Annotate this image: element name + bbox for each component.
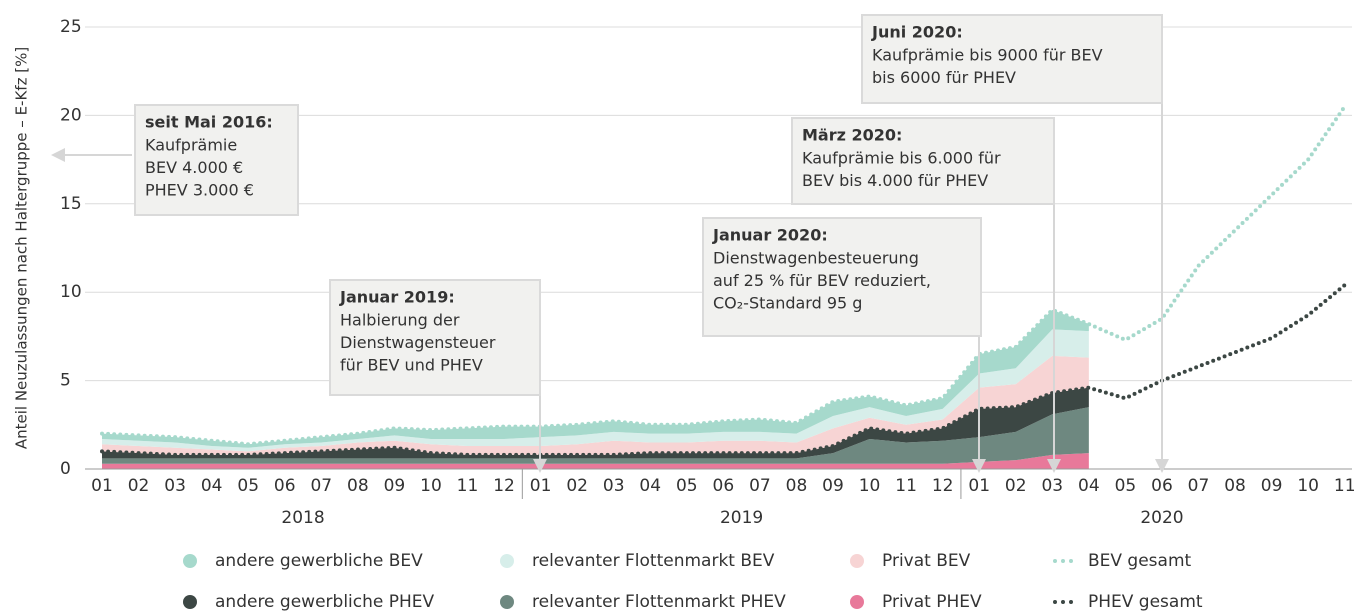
- x-tick-label: 07: [749, 476, 771, 496]
- x-tick-label: 03: [603, 476, 625, 496]
- x-tick-label: 11: [457, 476, 479, 496]
- annotation-text: BEV bis 4.000 für PHEV: [802, 171, 988, 190]
- legend-dot: [1053, 559, 1057, 563]
- y-tick-label: 0: [60, 459, 71, 479]
- x-tick-label: 05: [1115, 476, 1137, 496]
- x-tick-label: 12: [493, 476, 515, 496]
- annotation-text: Kaufprämie bis 9000 für BEV: [872, 46, 1103, 65]
- legend-dot: [1069, 559, 1073, 563]
- x-tick-label: 08: [347, 476, 369, 496]
- x-tick-label: 10: [859, 476, 881, 496]
- x-tick-label: 09: [384, 476, 406, 496]
- annotation-box: [791, 117, 1055, 205]
- annotation-box: [702, 217, 982, 337]
- legend-label: relevanter Flottenmarkt PHEV: [532, 592, 786, 611]
- area: [102, 309, 1089, 448]
- x-tick-label: 05: [676, 476, 698, 496]
- x-tick-label: 06: [274, 476, 296, 496]
- x-tick-label: 09: [822, 476, 844, 496]
- legend-dot: [1053, 600, 1057, 604]
- legend-dot: [1061, 559, 1065, 563]
- annotation-text: bis 6000 für PHEV: [872, 68, 1016, 87]
- area: [102, 355, 1089, 455]
- legend-dot: [1069, 600, 1073, 604]
- annotation-title: März 2020:: [802, 126, 902, 145]
- x-tick-label: 03: [164, 476, 186, 496]
- legend-label: andere gewerbliche PHEV: [215, 592, 435, 611]
- annotation-text: Dienstwagenbesteuerung: [713, 249, 919, 268]
- annotation-text: auf 25 % für BEV reduziert,: [713, 271, 931, 290]
- x-tick-label: 02: [128, 476, 150, 496]
- legend-swatch: [500, 554, 514, 568]
- x-tick-label: 12: [932, 476, 954, 496]
- legend-label: BEV gesamt: [1088, 551, 1192, 571]
- area: [102, 453, 1089, 469]
- annotation-box: [329, 279, 541, 396]
- year-label: 2020: [1140, 508, 1183, 528]
- annotation-text: Dienstwagensteuer: [340, 333, 496, 352]
- legend-label: PHEV gesamt: [1088, 592, 1203, 611]
- legend-dot: [1061, 600, 1065, 604]
- annotation-text: Kaufprämie: [145, 136, 237, 155]
- total-line: [100, 283, 1347, 457]
- legend-label: Privat PHEV: [882, 592, 982, 611]
- x-tick-label: 07: [310, 476, 332, 496]
- y-axis-label: Anteil Neuzulassungen nach Haltergruppe …: [13, 47, 31, 449]
- y-tick-label: 15: [60, 194, 82, 214]
- x-tick-label: 02: [566, 476, 588, 496]
- x-tick-label: 03: [1041, 476, 1063, 496]
- x-tick-label: 09: [1261, 476, 1283, 496]
- x-tick-label: 02: [1005, 476, 1027, 496]
- legend-swatch: [850, 554, 864, 568]
- x-tick-label: 06: [713, 476, 735, 496]
- x-tick-label: 04: [639, 476, 661, 496]
- legend-swatch: [183, 554, 197, 568]
- x-tick-label: 01: [91, 476, 113, 496]
- annotation-text: Kaufprämie bis 6.000 für: [802, 149, 1001, 168]
- annotation-title: Januar 2019:: [339, 288, 455, 307]
- legend-label: andere gewerbliche BEV: [215, 551, 423, 571]
- area: [102, 329, 1089, 452]
- x-tick-label: 06: [1151, 476, 1173, 496]
- annotation-text: für BEV und PHEV: [340, 356, 483, 375]
- annotation-text: BEV 4.000 €: [145, 158, 243, 177]
- area: [102, 407, 1089, 464]
- annotation-text: CO₂-Standard 95 g: [713, 294, 862, 313]
- x-tick-label: 11: [1334, 476, 1356, 496]
- x-tick-label: 10: [1297, 476, 1319, 496]
- year-label: 2019: [720, 508, 763, 528]
- annotation-title: Januar 2020:: [712, 226, 828, 245]
- annotation-text: Halbierung der: [340, 311, 460, 330]
- annotation-box: [861, 14, 1163, 104]
- y-tick-label: 25: [60, 17, 82, 37]
- annotation-title: Juni 2020:: [871, 23, 963, 42]
- y-tick-label: 20: [60, 105, 82, 125]
- annotation-text: PHEV 3.000 €: [145, 181, 254, 200]
- x-tick-label: 01: [530, 476, 552, 496]
- y-tick-label: 10: [60, 282, 82, 302]
- x-tick-label: 01: [968, 476, 990, 496]
- total-line: [100, 104, 1347, 447]
- legend-swatch: [183, 595, 197, 609]
- x-tick-label: 04: [201, 476, 223, 496]
- year-label: 2018: [281, 508, 324, 528]
- x-tick-label: 08: [1224, 476, 1246, 496]
- x-tick-label: 05: [237, 476, 259, 496]
- annotation-title: seit Mai 2016:: [145, 113, 273, 132]
- annotation-box: [134, 104, 299, 216]
- legend-label: Privat BEV: [882, 551, 971, 571]
- legend-swatch: [500, 595, 514, 609]
- x-tick-label: 07: [1188, 476, 1210, 496]
- legend-label: relevanter Flottenmarkt BEV: [532, 551, 775, 571]
- y-tick-label: 5: [60, 371, 71, 391]
- x-tick-label: 08: [786, 476, 808, 496]
- x-tick-label: 10: [420, 476, 442, 496]
- legend-swatch: [850, 595, 864, 609]
- x-tick-label: 04: [1078, 476, 1100, 496]
- x-tick-label: 11: [895, 476, 917, 496]
